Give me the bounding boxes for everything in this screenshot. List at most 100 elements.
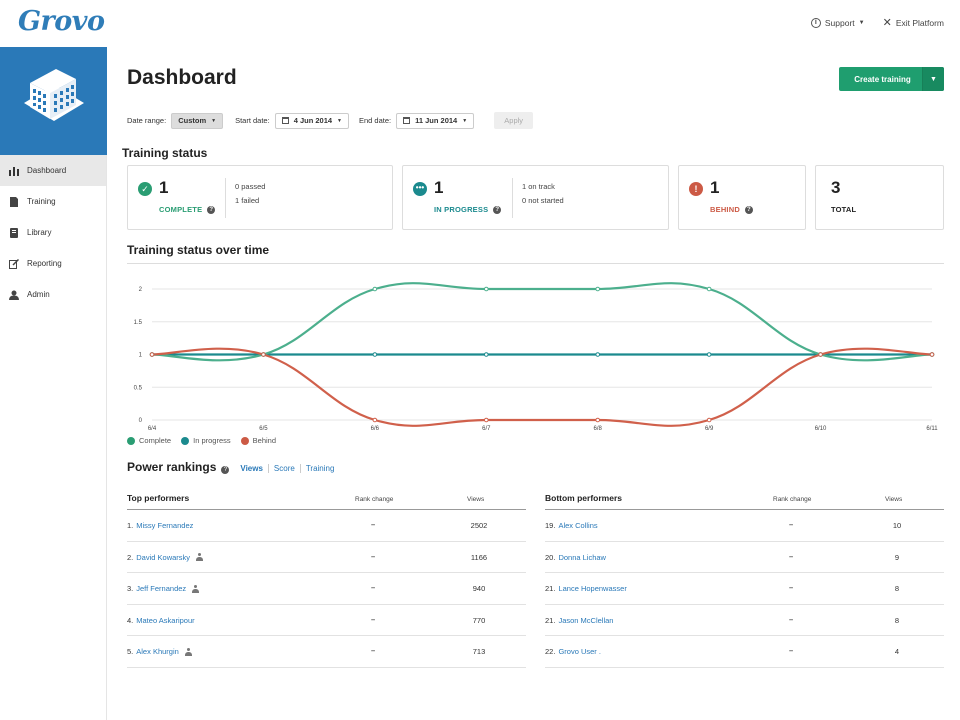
x-tick-label: 6/5: [259, 426, 268, 432]
performer-link[interactable]: Grovo User .: [558, 647, 601, 656]
create-training-button[interactable]: Create training ▼: [839, 67, 944, 91]
person-icon: [9, 290, 19, 300]
data-point[interactable]: [372, 352, 378, 357]
data-point[interactable]: [149, 352, 155, 357]
performer-link[interactable]: Lance Hopenwasser: [558, 584, 627, 593]
y-tick-label: 2: [139, 287, 143, 293]
power-rankings-tabs: Views Score Training: [240, 464, 339, 473]
start-date-value: 4 Jun 2014: [293, 116, 333, 125]
caret-down-icon: ▼: [211, 117, 217, 124]
bottom-performers-title: Bottom performers: [545, 493, 622, 503]
data-point[interactable]: [929, 352, 935, 357]
building-icon: [24, 69, 84, 121]
performer-link[interactable]: David Kowarsky: [136, 552, 191, 562]
chart-title-divider: [127, 263, 944, 264]
rank-change-cell: –: [789, 551, 794, 561]
in-progress-card[interactable]: ••• 1 IN PROGRESS? 1 on track 0 not star…: [402, 165, 669, 230]
data-point[interactable]: [372, 417, 378, 423]
not-started-detail: 0 not started: [522, 196, 564, 205]
y-tick-label: 0: [139, 418, 143, 424]
rank-position: 1.: [127, 521, 134, 530]
rank-change-cell: –: [371, 583, 376, 592]
end-date-picker[interactable]: 11 Jun 2014 ▼: [396, 112, 475, 129]
legend-complete[interactable]: Complete: [127, 436, 171, 445]
create-training-label: Create training: [854, 74, 911, 84]
sidebar-item-library[interactable]: Library: [0, 217, 106, 248]
complete-label: COMPLETE?: [159, 205, 216, 215]
behind-count: 1: [710, 178, 720, 197]
start-date-picker[interactable]: 4 Jun 2014 ▼: [274, 112, 349, 129]
data-point[interactable]: [483, 417, 489, 423]
rank-change-cell: –: [371, 520, 376, 529]
performer-name-cell: 20. Donna Lichaw: [545, 553, 606, 562]
support-menu[interactable]: i Support ▼: [810, 18, 865, 28]
ellipsis-circle-icon: [181, 436, 190, 445]
performer-link[interactable]: Jeff Fernandez: [136, 584, 187, 593]
x-tick-label: 6/9: [705, 426, 714, 432]
legend-in-progress[interactable]: In progress: [181, 436, 231, 445]
data-point[interactable]: [818, 352, 823, 357]
grovo-logo[interactable]: Grovo: [18, 6, 105, 37]
performer-link[interactable]: Alex Khurgin: [136, 647, 179, 656]
document-icon: [10, 196, 18, 207]
date-range-value: Custom: [178, 116, 207, 125]
data-point[interactable]: [706, 352, 712, 357]
views-header: Views: [467, 496, 485, 503]
table-row: 19. Alex Collins – 10: [545, 510, 944, 542]
data-point[interactable]: [595, 417, 601, 423]
person-icon: [184, 647, 192, 656]
performer-link[interactable]: Mateo Askaripour: [136, 615, 195, 625]
data-point[interactable]: [483, 352, 489, 357]
complete-card[interactable]: ✓ 1 COMPLETE? 0 passed 1 failed: [127, 165, 393, 230]
create-training-dropdown-toggle[interactable]: ▼: [922, 67, 944, 91]
behind-card[interactable]: ! 1 BEHIND?: [678, 165, 806, 230]
caret-down-icon: ▼: [930, 75, 937, 83]
sidebar-item-reporting[interactable]: Reporting: [0, 248, 106, 279]
sidebar-item-admin[interactable]: Admin: [0, 279, 106, 310]
date-range-select[interactable]: Custom ▼: [171, 112, 224, 129]
top-actions: i Support ▼ ✕ Exit Platform: [810, 17, 944, 29]
rank-position: 22.: [545, 647, 556, 656]
rank-change-cell: –: [789, 520, 794, 529]
sidebar-item-training[interactable]: Training: [0, 186, 106, 217]
rank-change-cell: –: [789, 614, 794, 624]
bar-chart-icon: [9, 166, 19, 176]
complete-count: 1: [159, 178, 169, 197]
tab-views[interactable]: Views: [240, 464, 263, 473]
organization-banner: [0, 47, 107, 155]
data-point[interactable]: [706, 417, 712, 423]
sidebar-item-dashboard[interactable]: Dashboard: [0, 155, 106, 186]
data-point[interactable]: [372, 286, 378, 292]
failed-detail: 1 failed: [235, 196, 260, 205]
data-point[interactable]: [483, 286, 489, 292]
passed-detail: 0 passed: [235, 182, 266, 191]
exit-platform-link[interactable]: ✕ Exit Platform: [882, 17, 944, 29]
rank-position: 3.: [127, 584, 134, 593]
performer-link[interactable]: Missy Fernandez: [136, 521, 194, 530]
tab-score[interactable]: Score: [267, 464, 300, 473]
views-cell: 713: [472, 647, 486, 656]
tab-training[interactable]: Training: [299, 464, 340, 473]
table-row: 21. Lance Hopenwasser – 8: [545, 573, 944, 605]
data-point[interactable]: [595, 286, 601, 292]
rank-position: 2.: [127, 552, 134, 562]
help-icon[interactable]: ?: [221, 466, 230, 474]
data-point[interactable]: [261, 352, 266, 357]
rank-change-cell: –: [371, 614, 376, 624]
performer-link[interactable]: Jason McClellan: [558, 615, 614, 625]
date-range-label: Date range:: [127, 116, 167, 125]
close-icon: ✕: [882, 17, 892, 29]
performer-link[interactable]: Donna Lichaw: [558, 552, 606, 562]
apply-button[interactable]: Apply: [494, 112, 534, 129]
sidebar-item-label: Training: [27, 197, 56, 206]
views-cell: 8: [894, 584, 900, 593]
data-point[interactable]: [706, 286, 712, 292]
sidebar-item-label: Admin: [27, 290, 50, 299]
legend-behind[interactable]: Behind: [240, 436, 276, 445]
table-row: 5. Alex Khurgin – 713: [127, 636, 526, 668]
rank-position: 19.: [545, 521, 556, 530]
performer-link[interactable]: Alex Collins: [558, 521, 598, 530]
performer-name-cell: 22. Grovo User .: [545, 647, 601, 656]
ellipsis-circle-icon: •••: [413, 182, 427, 196]
data-point[interactable]: [595, 352, 601, 357]
